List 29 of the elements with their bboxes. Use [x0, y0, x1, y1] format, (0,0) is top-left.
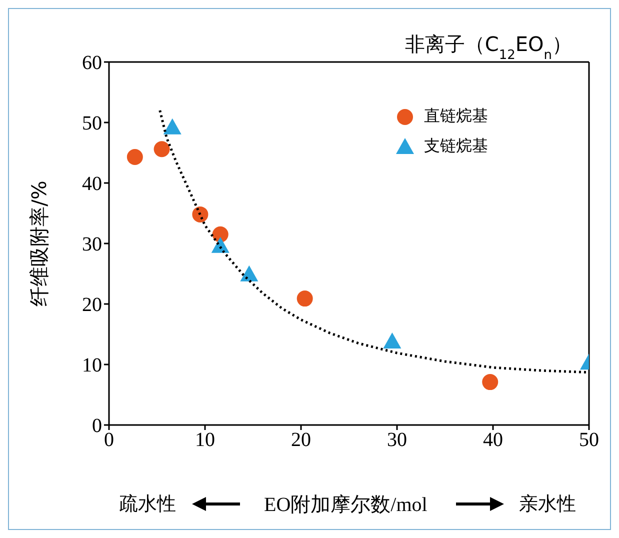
- y-tick-label: 60: [82, 52, 102, 74]
- point: [383, 332, 402, 349]
- y-tick-label: 0: [92, 415, 102, 438]
- chart-title: 非离子（C$_{12}$EO$_{n}$）: [404, 32, 572, 62]
- legend-label: 支链烷基: [424, 136, 488, 156]
- x-axis-title: EO附加摩尔数/mol: [264, 493, 428, 518]
- y-tick-label: 40: [82, 173, 102, 196]
- point: [482, 374, 498, 390]
- point: [211, 236, 230, 253]
- text: 亲水性: [519, 492, 576, 517]
- point: [163, 118, 182, 134]
- x-tick-label: 30: [387, 429, 407, 452]
- point: [192, 206, 208, 222]
- x-tick-label: 40: [483, 429, 503, 452]
- y-axis-title: 纤维吸附率/%: [27, 180, 52, 306]
- y-tick-label: 50: [82, 112, 102, 135]
- text: 疏水性: [119, 492, 176, 517]
- legend-label: 直链烷基: [424, 106, 488, 126]
- line-series: [158, 109, 589, 374]
- point: [126, 148, 143, 165]
- x-tick-label: 20: [291, 429, 311, 452]
- y-tick-label: 10: [82, 354, 102, 377]
- point: [296, 290, 313, 307]
- y-tick-label: 20: [82, 294, 102, 316]
- y-tick-label: 30: [82, 234, 102, 256]
- x-tick-label: 10: [195, 429, 215, 452]
- point: [240, 265, 258, 282]
- x-tick-label: 50: [579, 429, 599, 452]
- point: [154, 141, 170, 158]
